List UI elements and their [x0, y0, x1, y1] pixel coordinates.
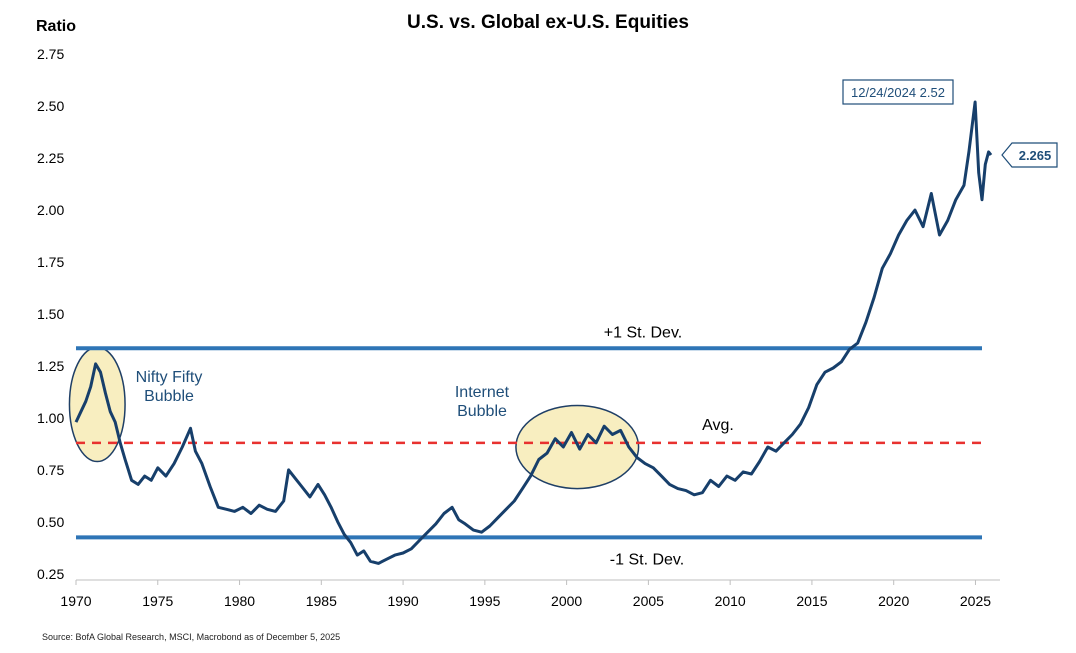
annotation-label-0: Bubble [144, 388, 194, 405]
y-tick-label: 1.00 [37, 410, 64, 426]
y-tick-label: 0.75 [37, 462, 64, 478]
annotation-label-1: Bubble [457, 403, 507, 420]
x-axis-ticks: 1970 1975 1980 1985 1990 1995 2000 2005 2010 2015… [60, 580, 991, 609]
x-tick-label: 1980 [224, 593, 255, 609]
callouts: 12/24/2024 2.52 2.265 [842, 79, 1058, 168]
x-tick-label: 2010 [715, 593, 746, 609]
y-tick-label: 2.25 [37, 150, 64, 166]
reference-labels: +1 St. Dev. Avg. -1 St. Dev. [604, 324, 734, 568]
reference-label-0: +1 St. Dev. [604, 324, 682, 341]
source-note: Source: BofA Global Research, MSCI, Macr… [42, 632, 340, 642]
latest-value-text: 2.265 [1019, 148, 1052, 163]
reference-label-1: Avg. [702, 417, 734, 434]
x-tick-label: 1985 [306, 593, 337, 609]
reference-label-2: -1 St. Dev. [610, 551, 684, 568]
x-tick-label: 2025 [960, 593, 991, 609]
x-tick-label: 2000 [551, 593, 582, 609]
annotation-labels: Nifty Fifty Bubble Internet Bubble [136, 369, 510, 420]
latest-value-callout-box [1001, 142, 1058, 168]
series-line-0 [74, 100, 993, 565]
x-tick-label: 1990 [388, 593, 419, 609]
y-tick-label: 0.25 [37, 566, 64, 582]
y-tick-label: 2.00 [37, 202, 64, 218]
x-tick-label: 1975 [142, 593, 173, 609]
y-tick-label: 1.75 [37, 254, 64, 270]
y-tick-label: 2.50 [37, 98, 64, 114]
chart-title: U.S. vs. Global ex-U.S. Equities [407, 12, 689, 33]
series-group [74, 100, 993, 565]
y-axis-ticks: 0.25 0.50 0.75 1.00 1.25 1.50 1.75 2.00 2.25 2.50… [37, 46, 64, 582]
annotation-label-1: Internet [455, 384, 510, 401]
peak-callout-text: 12/24/2024 2.52 [851, 85, 945, 100]
y-axis-label: Ratio [36, 18, 76, 35]
y-tick-label: 0.50 [37, 514, 64, 530]
reference-lines [76, 346, 982, 540]
y-tick-label: 1.25 [37, 358, 64, 374]
x-tick-label: 2015 [796, 593, 827, 609]
annotation-label-0: Nifty Fifty [136, 369, 203, 386]
y-tick-label: 2.75 [37, 46, 64, 62]
y-tick-label: 1.50 [37, 306, 64, 322]
x-tick-label: 2020 [878, 593, 909, 609]
x-tick-label: 1970 [60, 593, 91, 609]
x-tick-label: 2005 [633, 593, 664, 609]
peak-callout-box [842, 79, 954, 105]
x-tick-label: 1995 [469, 593, 500, 609]
